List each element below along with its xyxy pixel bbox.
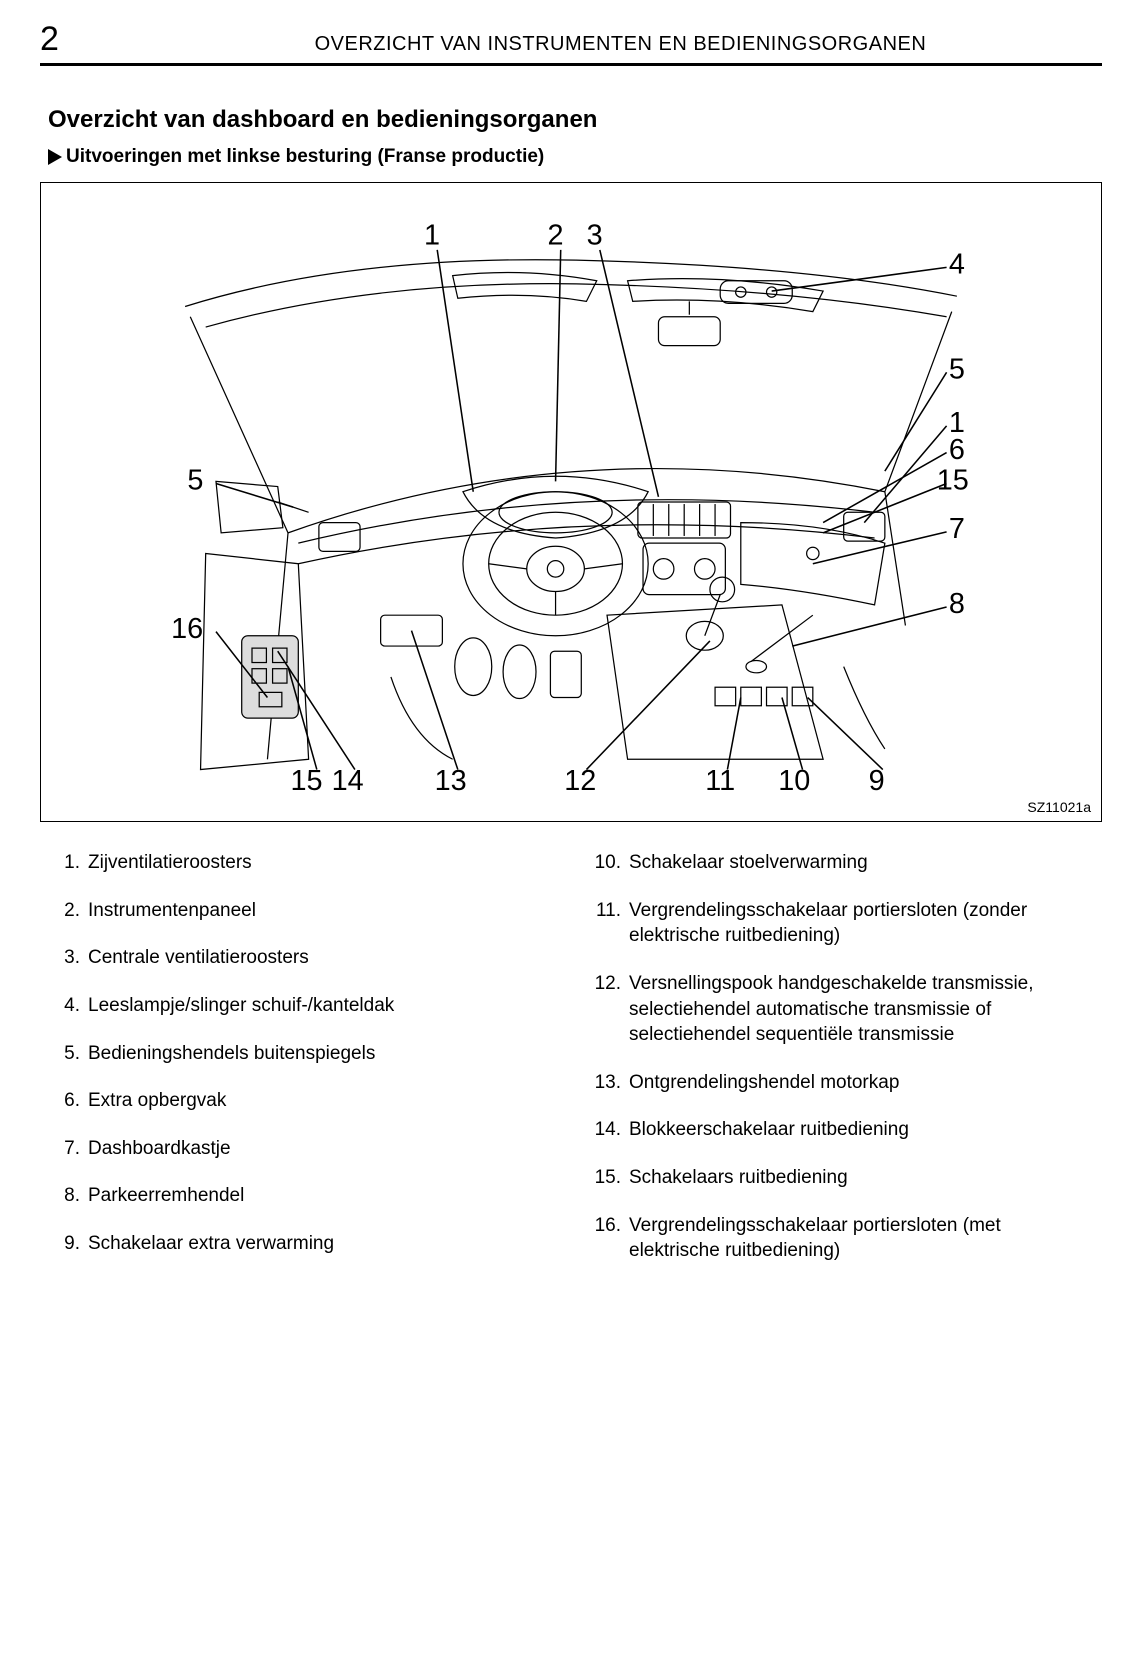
callout-number: 15 bbox=[937, 465, 969, 497]
callout-number: 3 bbox=[587, 220, 603, 252]
legend-item-text: Zijventilatieroosters bbox=[88, 850, 551, 876]
legend-item-number: 15. bbox=[591, 1165, 629, 1191]
chapter-title: OVERZICHT VAN INSTRUMENTEN EN BEDIENINGS… bbox=[139, 33, 1102, 56]
legend-item-number: 6. bbox=[50, 1088, 88, 1114]
legend-item-number: 11. bbox=[591, 898, 629, 949]
legend-item-text: Vergrendelingsschakelaar portiersloten (… bbox=[629, 1213, 1092, 1264]
legend-item: 9.Schakelaar extra verwarming bbox=[50, 1231, 551, 1257]
legend-item: 1.Zijventilatieroosters bbox=[50, 850, 551, 876]
legend-item-number: 4. bbox=[50, 993, 88, 1019]
callout-number: 4 bbox=[949, 249, 965, 281]
legend-item-text: Schakelaar stoelverwarming bbox=[629, 850, 1092, 876]
dashboard-diagram: 123451615785161514131211109 SZ11021a bbox=[40, 182, 1102, 822]
legend-item: 6.Extra opbergvak bbox=[50, 1088, 551, 1114]
page-header: 2 OVERZICHT VAN INSTRUMENTEN EN BEDIENIN… bbox=[40, 20, 1102, 66]
legend-item-text: Schakelaars ruitbediening bbox=[629, 1165, 1092, 1191]
legend-item: 7.Dashboardkastje bbox=[50, 1136, 551, 1162]
legend-item: 12.Versnellingspook handgeschakelde tran… bbox=[591, 971, 1092, 1048]
legend-col-left: 1.Zijventilatieroosters2.Instrumentenpan… bbox=[50, 850, 551, 1286]
legend-item-number: 10. bbox=[591, 850, 629, 876]
legend-item-text: Bedieningshendels buitenspiegels bbox=[88, 1041, 551, 1067]
callout-number: 5 bbox=[187, 465, 203, 497]
callout-number: 2 bbox=[548, 220, 564, 252]
callout-number: 9 bbox=[869, 765, 885, 797]
callout-number: 5 bbox=[949, 354, 965, 386]
legend-item-text: Parkeerremhendel bbox=[88, 1183, 551, 1209]
legend-item-text: Versnellingspook handgeschakelde transmi… bbox=[629, 971, 1092, 1048]
legend-item-text: Schakelaar extra verwarming bbox=[88, 1231, 551, 1257]
callout-number: 8 bbox=[949, 588, 965, 620]
callout-number: 7 bbox=[949, 513, 965, 545]
callout-number: 6 bbox=[949, 434, 965, 466]
page-number: 2 bbox=[40, 20, 59, 59]
callout-number: 14 bbox=[332, 765, 364, 797]
arrow-icon bbox=[48, 149, 62, 165]
legend-item: 5.Bedieningshendels buitenspiegels bbox=[50, 1041, 551, 1067]
legend-item: 2.Instrumentenpaneel bbox=[50, 898, 551, 924]
legend-item-text: Vergrendelingsschakelaar portiersloten (… bbox=[629, 898, 1092, 949]
section-title: Overzicht van dashboard en bedieningsorg… bbox=[40, 106, 1102, 134]
callout-number: 11 bbox=[705, 765, 735, 797]
legend-col-right: 10.Schakelaar stoelverwarming11.Vergrend… bbox=[591, 850, 1092, 1286]
legend-item-number: 7. bbox=[50, 1136, 88, 1162]
legend-item-text: Instrumentenpaneel bbox=[88, 898, 551, 924]
callout-number: 10 bbox=[778, 765, 810, 797]
legend-item-text: Centrale ventilatieroosters bbox=[88, 945, 551, 971]
legend-item: 3.Centrale ventilatieroosters bbox=[50, 945, 551, 971]
legend-item: 15.Schakelaars ruitbediening bbox=[591, 1165, 1092, 1191]
legend-item-number: 14. bbox=[591, 1117, 629, 1143]
legend-item-text: Extra opbergvak bbox=[88, 1088, 551, 1114]
subtitle: Uitvoeringen met linkse besturing (Frans… bbox=[66, 146, 544, 168]
callout-number: 1 bbox=[424, 220, 440, 252]
callout-number: 16 bbox=[171, 613, 203, 645]
legend-item-text: Leeslampje/slinger schuif-/kanteldak bbox=[88, 993, 551, 1019]
callout-number: 13 bbox=[435, 765, 467, 797]
legend-item: 11.Vergrendelingsschakelaar portierslote… bbox=[591, 898, 1092, 949]
legend-item-number: 3. bbox=[50, 945, 88, 971]
legend-item: 8.Parkeerremhendel bbox=[50, 1183, 551, 1209]
legend-item-text: Ontgrendelingshendel motorkap bbox=[629, 1070, 1092, 1096]
callout-number: 12 bbox=[564, 765, 596, 797]
legend-item-number: 2. bbox=[50, 898, 88, 924]
dashboard-svg: 123451615785161514131211109 bbox=[41, 183, 1101, 821]
legend-item-text: Dashboardkastje bbox=[88, 1136, 551, 1162]
legend-item: 10.Schakelaar stoelverwarming bbox=[591, 850, 1092, 876]
legend-item-number: 13. bbox=[591, 1070, 629, 1096]
legend-item: 4.Leeslampje/slinger schuif-/kanteldak bbox=[50, 993, 551, 1019]
legend-item-number: 12. bbox=[591, 971, 629, 1048]
legend-item-number: 1. bbox=[50, 850, 88, 876]
legend-item: 14.Blokkeerschakelaar ruitbediening bbox=[591, 1117, 1092, 1143]
legend-item-number: 16. bbox=[591, 1213, 629, 1264]
legend-item: 13.Ontgrendelingshendel motorkap bbox=[591, 1070, 1092, 1096]
legend-item-text: Blokkeerschakelaar ruitbediening bbox=[629, 1117, 1092, 1143]
legend-item-number: 9. bbox=[50, 1231, 88, 1257]
legend-item-number: 5. bbox=[50, 1041, 88, 1067]
subtitle-row: Uitvoeringen met linkse besturing (Frans… bbox=[40, 146, 1102, 168]
callout-number: 15 bbox=[291, 765, 323, 797]
legend-item: 16.Vergrendelingsschakelaar portierslote… bbox=[591, 1213, 1092, 1264]
legend-item-number: 8. bbox=[50, 1183, 88, 1209]
legend: 1.Zijventilatieroosters2.Instrumentenpan… bbox=[40, 850, 1102, 1286]
diagram-code: SZ11021a bbox=[1027, 799, 1091, 815]
